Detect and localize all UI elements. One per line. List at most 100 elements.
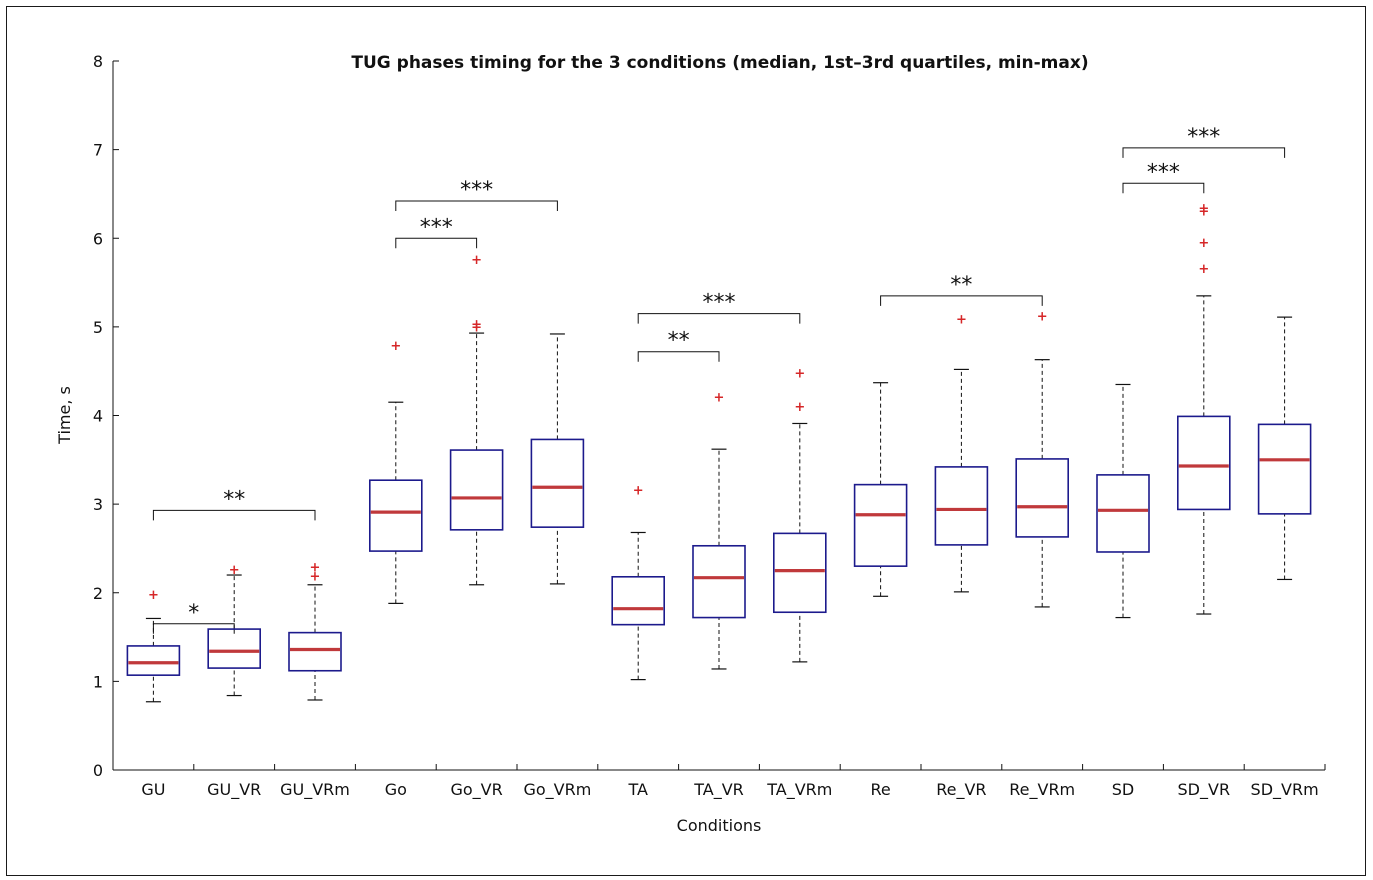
outlier-marker: + [471,318,482,333]
outlier-marker: + [633,483,644,498]
bracket-line [152,509,316,521]
iqr-box [772,532,827,614]
bracket-line [395,200,558,212]
iqr-box [1096,474,1150,553]
iqr-box [449,449,504,531]
outlier-marker: + [229,563,240,578]
significance-label: * [188,601,199,626]
x-tick-label: Go_VRm [523,780,591,800]
significance-label: *** [420,215,453,240]
significance-label: ** [950,273,972,298]
outlier-marker: + [794,366,805,381]
x-tick-label: GU [141,780,165,799]
outlier-marker: + [310,561,321,576]
axes: 0 1 2 3 4 5 6 7 8 GU GU_VR GU_VRm Go Go_VR Go_VRm TA TA_… [93,52,1326,800]
y-tick-label: 1 [93,672,103,691]
y-tick-label: 2 [93,584,103,603]
significance-label: *** [460,178,493,203]
bracket-line [880,295,1043,306]
x-tick-label: SD [1112,780,1134,799]
x-tick-label: Re_VR [936,780,986,800]
iqr-box [1015,458,1070,538]
significance-bracket: ** [152,487,316,521]
y-tick-label: 0 [93,761,103,780]
significance-label: ** [668,329,690,354]
y-axis-label: Time, s [55,386,74,445]
significance-label: *** [1147,160,1180,185]
iqr-box [288,631,342,672]
box-GU_VRm: ++ [288,561,342,701]
significance-bracket: *** [637,291,801,324]
box-Go_VR: +++ [449,253,504,586]
x-tick-label: TA_VRm [766,780,832,800]
bracket-line [1122,147,1286,158]
x-tick-label: Re [870,780,890,799]
y-tick-label: 4 [93,407,103,426]
outlier-marker: + [1198,204,1209,219]
significance-bracket: *** [395,178,558,212]
x-tick-label: SD_VR [1178,780,1231,800]
iqr-box [853,483,908,567]
bracket-line [395,237,478,249]
significance-bracket: *** [395,215,478,249]
bracket-line [637,351,720,362]
box-Re_VR: + [934,312,989,593]
box-Re_VRm: + [1015,310,1070,608]
x-axis-label: Conditions [677,816,762,835]
significance-bracket: ** [880,273,1043,306]
x-tick-label: TA_VR [693,780,744,800]
outlier-marker: + [956,312,967,327]
x-tick-label: GU_VRm [280,780,350,800]
iqr-box [934,466,989,546]
x-tick-label: Go [385,780,407,799]
outlier-marker: + [1198,262,1209,277]
iqr-box [207,628,261,669]
outlier-marker: + [471,253,482,268]
box-SD_VR: ++++ [1177,202,1231,615]
box-SD_VRm [1257,316,1312,581]
iqr-box [1257,423,1312,515]
iqr-box [692,544,746,619]
outlier-marker: + [1037,310,1048,325]
x-tick-label: SD_VRm [1251,780,1319,800]
boxes: ++ +++++++++++ +++++ [126,202,1312,703]
significance-bracket: *** [1122,160,1205,194]
bracket-line [1122,182,1205,194]
outlier-marker: + [471,320,482,335]
significance-label: ** [223,487,245,512]
significance-bracket: ** [637,329,720,362]
outlier-marker: + [1198,202,1209,217]
iqr-box [126,645,181,676]
outlier-marker: + [148,588,159,603]
bracket-line [637,313,801,324]
outlier-marker: + [794,400,805,415]
y-tick-label: 8 [93,52,103,71]
box-GU: + [126,588,181,703]
significance-brackets: ********************** [152,125,1286,634]
x-tick-label: TA [627,780,648,799]
y-tick-label: 3 [93,495,103,514]
box-Re [853,382,908,597]
x-tick-label: Go_VR [450,780,502,800]
box-TA_VRm: ++ [772,366,827,663]
y-tick-label: 6 [93,229,103,248]
y-tick-label: 5 [93,318,103,337]
y-tick-label: 7 [93,141,103,160]
outlier-marker: + [1198,236,1209,251]
outlier-marker: + [390,339,401,354]
significance-label: *** [1187,125,1220,150]
iqr-box [530,438,585,528]
iqr-box [368,479,423,552]
x-tick-label: GU_VR [207,780,261,800]
box-SD [1096,383,1150,619]
iqr-box [1177,415,1231,511]
significance-label: *** [703,291,736,316]
outlier-marker: + [714,390,725,405]
x-tick-label: Re_VRm [1009,780,1075,800]
box-TA_VR: + [692,390,746,670]
significance-bracket: *** [1122,125,1286,158]
figure-frame [6,6,1366,876]
chart-title: TUG phases timing for the 3 conditions (… [351,53,1088,73]
box-Go: + [368,339,423,604]
